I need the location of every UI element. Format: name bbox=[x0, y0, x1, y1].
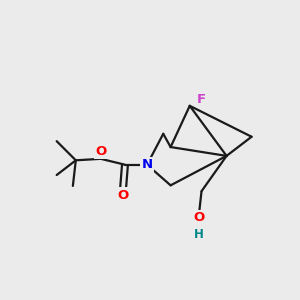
Text: O: O bbox=[117, 188, 128, 202]
Text: F: F bbox=[197, 93, 206, 106]
Text: O: O bbox=[193, 211, 204, 224]
Text: N: N bbox=[142, 158, 153, 171]
Text: H: H bbox=[194, 228, 203, 241]
Text: O: O bbox=[95, 145, 106, 158]
